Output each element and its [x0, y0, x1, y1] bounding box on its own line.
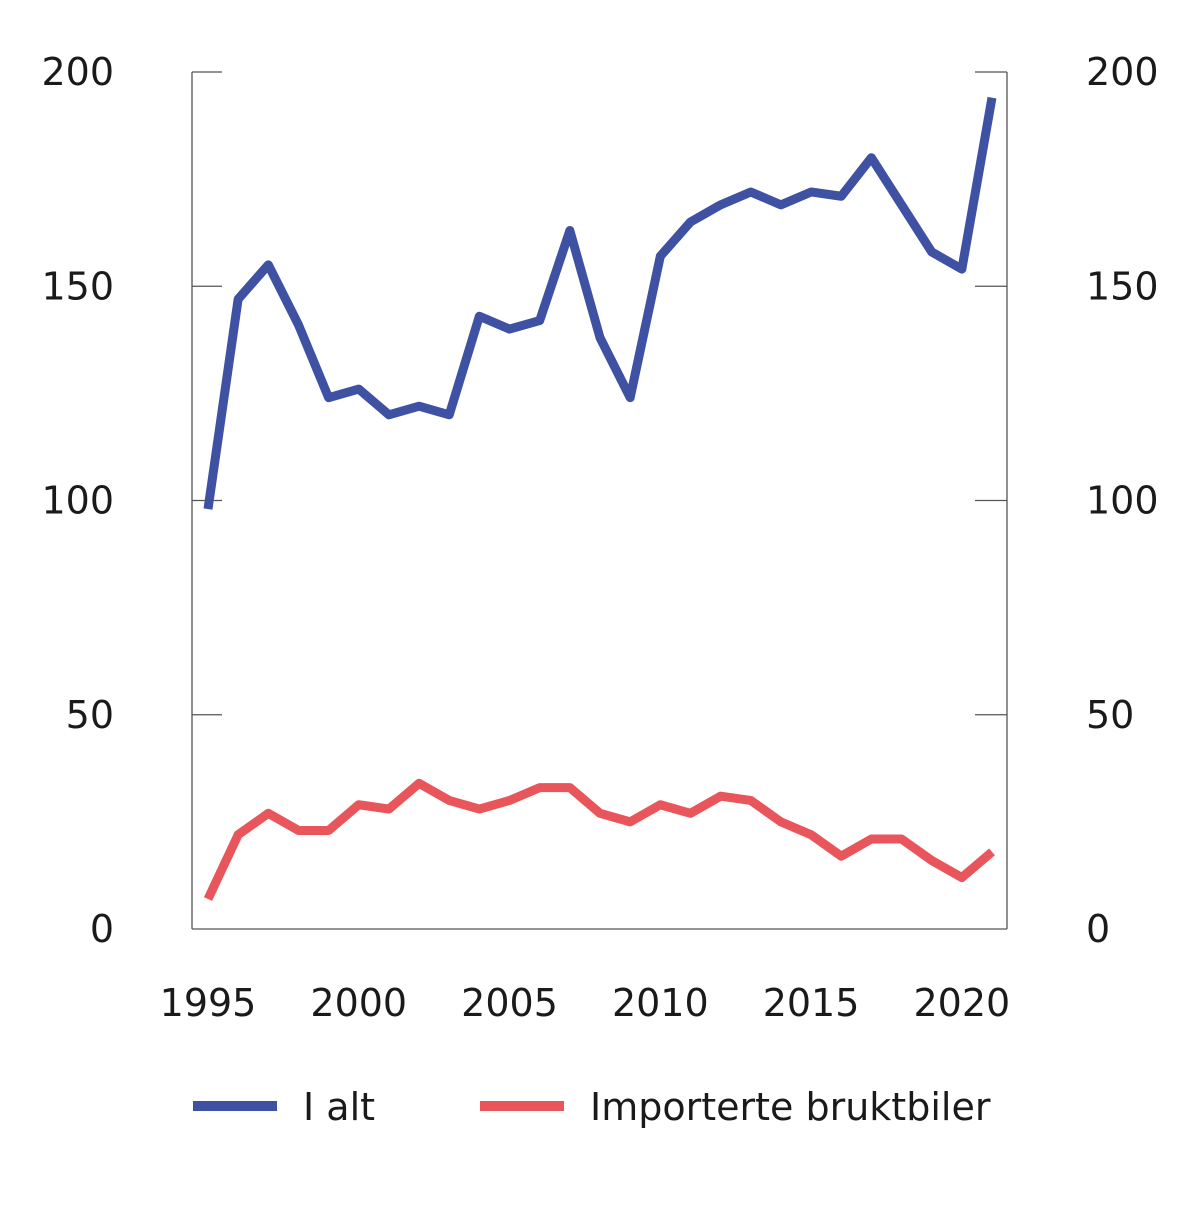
right-y-tick-label: 0: [1086, 907, 1110, 951]
legend-label: Importerte bruktbiler: [590, 1085, 991, 1129]
left-y-tick-label: 150: [41, 264, 114, 308]
x-tick-label: 2015: [763, 981, 860, 1025]
right-y-tick-label: 50: [1086, 693, 1134, 737]
series-lines: [208, 98, 992, 899]
x-tick-label: 1995: [160, 981, 257, 1025]
x-tick-label: 2020: [913, 981, 1010, 1025]
right-y-tick-label: 100: [1086, 479, 1159, 523]
left-y-tick-label: 200: [41, 50, 114, 94]
left-y-tick-label: 0: [90, 907, 114, 951]
x-tick-label: 2010: [612, 981, 709, 1025]
legend: I alt Importerte bruktbiler: [193, 1085, 991, 1129]
series-line-importerte-bruktbiler: [208, 783, 992, 899]
x-tick-label: 2005: [461, 981, 558, 1025]
right-y-tick-label: 150: [1086, 264, 1159, 308]
legend-label: I alt: [303, 1085, 375, 1129]
x-tick-label: 2000: [310, 981, 407, 1025]
axes: [192, 72, 1007, 929]
left-y-tick-label: 100: [41, 479, 114, 523]
series-line-i-alt: [208, 98, 992, 509]
tick-labels: 0 0 50 50 100 100 150 150 200 200 1995 2000 2005 2010…: [41, 50, 1158, 1025]
left-y-tick-label: 50: [66, 693, 114, 737]
right-y-tick-label: 200: [1086, 50, 1159, 94]
